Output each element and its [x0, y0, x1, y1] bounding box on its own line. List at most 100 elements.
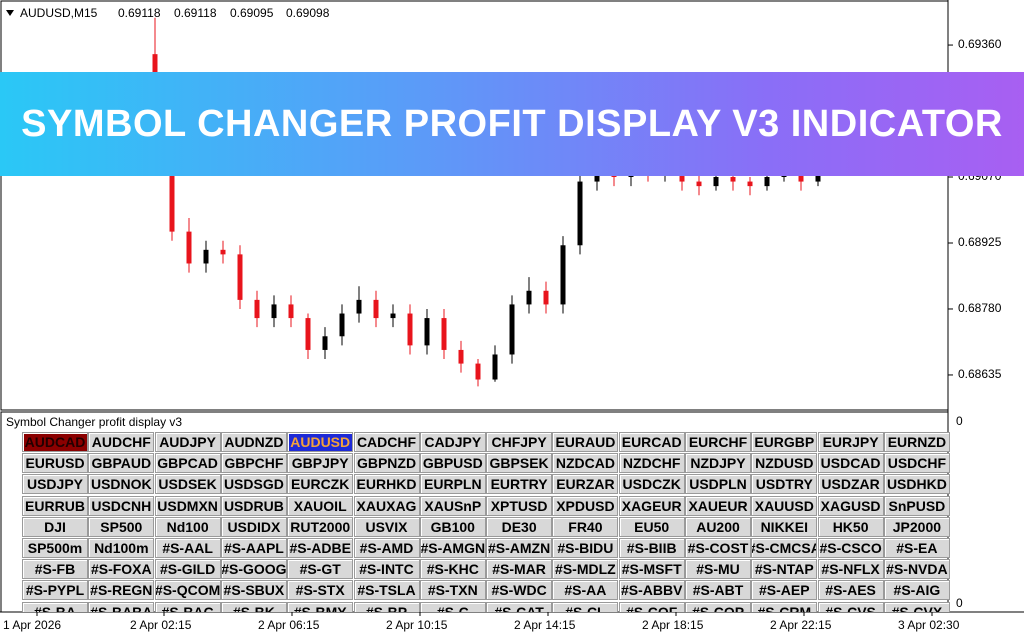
symbol-button[interactable]: #S-AEP [751, 580, 818, 601]
symbol-button[interactable]: XAUXAG [353, 495, 420, 516]
symbol-button[interactable]: EURCHF [685, 432, 751, 452]
symbol-button[interactable]: #S-QCOM [154, 580, 221, 601]
symbol-button[interactable]: #S-CAT [486, 601, 553, 612]
symbol-button[interactable]: XAUEUR [685, 495, 751, 516]
symbol-button[interactable]: #S-GILD [154, 559, 221, 580]
symbol-button[interactable]: EURPLN [419, 474, 486, 495]
symbol-button[interactable]: GBPNZD [353, 453, 420, 474]
symbol-button[interactable]: #S-AA [552, 580, 619, 601]
symbol-button[interactable]: JP2000 [883, 516, 950, 537]
symbol-button[interactable]: NZDCHF [618, 453, 685, 474]
symbol-button[interactable]: #S-ABBV [618, 580, 685, 601]
symbol-button[interactable]: XAUUSD [751, 495, 818, 516]
symbol-button[interactable]: EURCAD [618, 432, 685, 452]
symbol-button[interactable]: USVIX [353, 516, 420, 537]
symbol-button[interactable]: NZDCAD [552, 453, 619, 474]
symbol-button[interactable]: XAGUSD [817, 495, 884, 516]
symbol-button[interactable]: EU50 [618, 516, 685, 537]
symbol-button[interactable]: #S-CVS [817, 601, 884, 612]
symbol-button[interactable]: #S-BIDU [552, 538, 619, 558]
symbol-button[interactable]: XAUOIL [287, 495, 354, 516]
symbol-button[interactable]: RUT2000 [287, 516, 354, 537]
symbol-button[interactable]: #S-BK [220, 601, 287, 612]
symbol-button[interactable]: USDPLN [685, 474, 751, 495]
symbol-button[interactable]: AUDCAD [22, 432, 88, 452]
symbol-button[interactable]: USDCZK [618, 474, 685, 495]
symbol-button[interactable]: EURCZK [287, 474, 354, 495]
symbol-button[interactable]: CADCHF [353, 432, 420, 452]
symbol-button[interactable]: #S-REGN [88, 580, 155, 601]
symbol-button[interactable]: CADJPY [419, 432, 486, 452]
symbol-button[interactable]: GBPUSD [419, 453, 486, 474]
symbol-button[interactable]: USDSEK [154, 474, 221, 495]
symbol-button[interactable]: USDSGD [220, 474, 287, 495]
symbol-button[interactable]: AUDNZD [220, 432, 287, 452]
symbol-button[interactable]: #S-AIG [883, 580, 950, 601]
symbol-button[interactable]: EURRUB [22, 495, 88, 516]
symbol-button[interactable]: USDZAR [817, 474, 884, 495]
symbol-button[interactable]: #S-MSFT [618, 559, 685, 580]
symbol-button[interactable]: #S-MDLZ [552, 559, 619, 580]
symbol-button[interactable]: #S-CMCSA [751, 538, 818, 558]
symbol-button[interactable]: #S-AMGN [419, 538, 486, 558]
symbol-button[interactable]: USDTRY [751, 474, 818, 495]
symbol-button[interactable]: #S-BMY [287, 601, 354, 612]
symbol-button[interactable]: Nd100 [154, 516, 221, 537]
symbol-button[interactable]: CHFJPY [486, 432, 553, 452]
symbol-button[interactable]: EURGBP [751, 432, 818, 452]
symbol-button[interactable]: #S-TXN [419, 580, 486, 601]
symbol-button[interactable]: EURTRY [486, 474, 553, 495]
symbol-button[interactable]: EURAUD [552, 432, 619, 452]
symbol-button[interactable]: GBPCAD [154, 453, 221, 474]
symbol-button[interactable]: #S-ADBE [287, 538, 354, 558]
symbol-button[interactable]: #S-ABT [685, 580, 751, 601]
symbol-button[interactable]: DJI [22, 516, 88, 537]
symbol-button[interactable]: #S-COST [685, 538, 751, 558]
symbol-button[interactable]: #S-PYPL [22, 580, 88, 601]
menu-triangle[interactable] [6, 10, 14, 16]
symbol-button[interactable]: #S-STX [287, 580, 354, 601]
symbol-button[interactable]: #S-C [419, 601, 486, 612]
symbol-button[interactable]: #S-AES [817, 580, 884, 601]
symbol-button[interactable]: #S-BA [22, 601, 88, 612]
symbol-button[interactable]: AUDJPY [154, 432, 221, 452]
symbol-button[interactable]: USDCAD [817, 453, 884, 474]
symbol-button[interactable]: #S-CSCO [817, 538, 884, 558]
symbol-button[interactable]: #S-EA [883, 538, 950, 558]
symbol-button[interactable]: XAGEUR [618, 495, 685, 516]
symbol-button[interactable]: GBPCHF [220, 453, 287, 474]
symbol-button[interactable]: #S-FOXA [88, 559, 155, 580]
symbol-button[interactable]: #S-CL [552, 601, 619, 612]
symbol-button[interactable]: SP500 [88, 516, 155, 537]
symbol-button[interactable]: DE30 [486, 516, 553, 537]
symbol-button[interactable]: NIKKEI [751, 516, 818, 537]
symbol-button[interactable]: #S-TSLA [353, 580, 420, 601]
symbol-button[interactable]: #S-CRM [751, 601, 818, 612]
symbol-button[interactable]: GB100 [419, 516, 486, 537]
symbol-button[interactable]: EURJPY [817, 432, 884, 452]
symbol-button[interactable]: EURNZD [883, 432, 950, 452]
symbol-button[interactable]: #S-AMD [353, 538, 420, 558]
symbol-button[interactable]: HK50 [817, 516, 884, 537]
symbol-button[interactable]: #S-AMZN [486, 538, 553, 558]
symbol-button[interactable]: GBPJPY [287, 453, 354, 474]
symbol-button[interactable]: XPTUSD [486, 495, 553, 516]
symbol-button[interactable]: EURZAR [552, 474, 619, 495]
symbol-button[interactable]: USDRUB [220, 495, 287, 516]
symbol-button[interactable]: #S-KHC [419, 559, 486, 580]
symbol-button[interactable]: #S-MAR [486, 559, 553, 580]
symbol-button[interactable]: GBPSEK [486, 453, 553, 474]
symbol-button[interactable]: #S-MU [685, 559, 751, 580]
symbol-button[interactable]: USDIDX [220, 516, 287, 537]
symbol-button[interactable]: #S-GT [287, 559, 354, 580]
symbol-button[interactable]: #S-AAPL [220, 538, 287, 558]
symbol-button[interactable]: USDCHF [883, 453, 950, 474]
symbol-button[interactable]: #S-INTC [353, 559, 420, 580]
symbol-button[interactable]: #S-GOOG [220, 559, 287, 580]
symbol-button[interactable]: USDMXN [154, 495, 221, 516]
symbol-button[interactable]: #S-NTAP [751, 559, 818, 580]
symbol-button[interactable]: USDNOK [88, 474, 155, 495]
symbol-button[interactable]: #S-FB [22, 559, 88, 580]
symbol-button[interactable]: #S-NFLX [817, 559, 884, 580]
symbol-button[interactable]: AU200 [685, 516, 751, 537]
